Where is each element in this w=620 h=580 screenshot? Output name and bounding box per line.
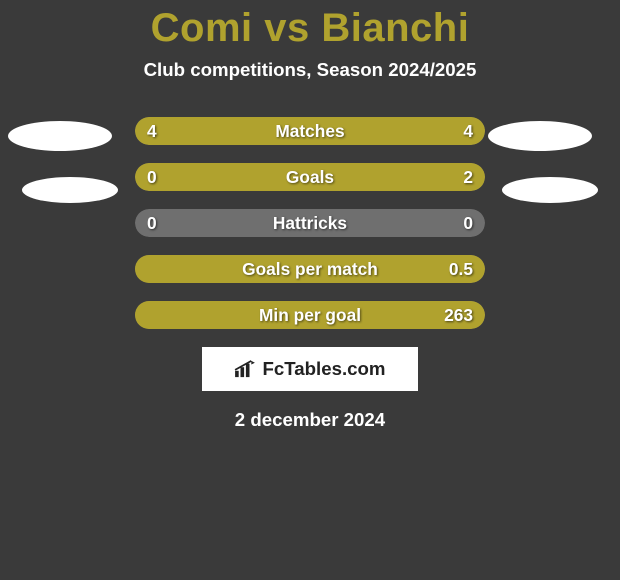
subtitle: Club competitions, Season 2024/2025 (0, 59, 620, 81)
stat-value-left: 4 (147, 117, 157, 145)
stat-value-right: 0.5 (449, 255, 473, 283)
stat-row: 02Goals (135, 163, 485, 191)
stat-row: 0.5Goals per match (135, 255, 485, 283)
brand-badge: FcTables.com (202, 347, 418, 391)
stat-row: 263Min per goal (135, 301, 485, 329)
stat-value-left: 0 (147, 209, 157, 237)
stat-row-track (135, 209, 485, 237)
page-title: Comi vs Bianchi (0, 0, 620, 51)
stat-row-right-fill (135, 301, 485, 329)
decorative-ellipse (8, 121, 112, 151)
decorative-ellipse (502, 177, 598, 203)
stat-row-left-fill (135, 163, 198, 191)
bars-icon (234, 360, 256, 378)
stat-value-right: 0 (463, 209, 473, 237)
stat-row-right-fill (135, 255, 485, 283)
stat-row-right-fill (198, 163, 485, 191)
stat-row: 00Hattricks (135, 209, 485, 237)
decorative-ellipse (22, 177, 118, 203)
stat-value-right: 263 (444, 301, 473, 329)
stat-value-right: 4 (463, 117, 473, 145)
stat-value-right: 2 (463, 163, 473, 191)
stat-row-left-fill (135, 117, 310, 145)
stat-row: 44Matches (135, 117, 485, 145)
page-root: Comi vs Bianchi Club competitions, Seaso… (0, 0, 620, 580)
brand-text: FcTables.com (262, 358, 385, 380)
stat-value-left: 0 (147, 163, 157, 191)
stat-row-right-fill (310, 117, 485, 145)
decorative-ellipse (488, 121, 592, 151)
footer-date: 2 december 2024 (0, 409, 620, 431)
